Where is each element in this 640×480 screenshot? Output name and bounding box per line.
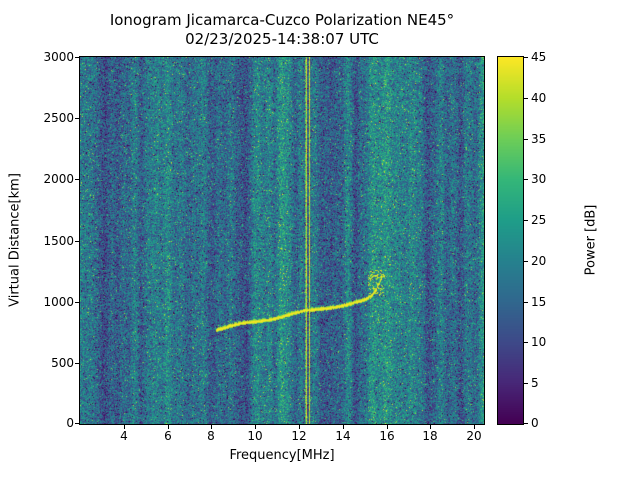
chart-title: Ionogram Jicamarca-Cuzco Polarization NE… bbox=[109, 11, 455, 29]
colorbar-gradient bbox=[497, 56, 524, 425]
y-tick-label: 1000 bbox=[43, 295, 74, 309]
chart-subtitle: 02/23/2025-14:38:07 UTC bbox=[185, 30, 379, 48]
y-tick-label: 3000 bbox=[43, 50, 74, 64]
x-tick-mark bbox=[430, 425, 431, 429]
y-tick-label: 0 bbox=[66, 416, 74, 430]
colorbar-tick-mark bbox=[524, 57, 528, 58]
colorbar-tick-mark bbox=[524, 383, 528, 384]
x-tick-mark bbox=[299, 425, 300, 429]
x-axis-label: Frequency[MHz] bbox=[229, 448, 335, 463]
x-tick-mark bbox=[168, 425, 169, 429]
x-tick-mark bbox=[387, 425, 388, 429]
colorbar-tick-label: 30 bbox=[531, 172, 547, 186]
x-tick-label: 10 bbox=[247, 429, 263, 443]
colorbar-tick-label: 15 bbox=[531, 295, 547, 309]
y-tick-label: 2500 bbox=[43, 111, 74, 125]
colorbar-tick-label: 10 bbox=[531, 335, 547, 349]
colorbar-tick-label: 40 bbox=[531, 91, 547, 105]
x-tick-mark bbox=[255, 425, 256, 429]
y-tick-mark bbox=[75, 423, 79, 424]
x-tick-label: 6 bbox=[164, 429, 172, 443]
ionogram-heatmap bbox=[79, 56, 485, 425]
y-tick-mark bbox=[75, 118, 79, 119]
x-tick-mark bbox=[211, 425, 212, 429]
y-tick-label: 2000 bbox=[43, 172, 74, 186]
y-tick-mark bbox=[75, 241, 79, 242]
colorbar-tick-label: 0 bbox=[531, 416, 539, 430]
y-tick-label: 1500 bbox=[43, 234, 74, 248]
y-tick-mark bbox=[75, 179, 79, 180]
colorbar-tick-mark bbox=[524, 220, 528, 221]
colorbar-label: Power [dB] bbox=[583, 204, 599, 276]
y-tick-label: 500 bbox=[51, 356, 74, 370]
x-tick-label: 4 bbox=[120, 429, 128, 443]
colorbar-tick-label: 20 bbox=[531, 254, 547, 268]
colorbar-tick-label: 35 bbox=[531, 132, 547, 146]
y-tick-mark bbox=[75, 363, 79, 364]
y-axis-label: Virtual Distance[km] bbox=[7, 173, 23, 307]
colorbar-tick-label: 25 bbox=[531, 213, 547, 227]
colorbar-tick-label: 45 bbox=[531, 50, 547, 64]
colorbar-tick-label: 5 bbox=[531, 376, 539, 390]
x-tick-label: 12 bbox=[291, 429, 307, 443]
y-tick-mark bbox=[75, 302, 79, 303]
x-tick-label: 14 bbox=[335, 429, 351, 443]
colorbar-tick-mark bbox=[524, 179, 528, 180]
x-tick-label: 18 bbox=[422, 429, 438, 443]
colorbar-tick-mark bbox=[524, 139, 528, 140]
colorbar-tick-mark bbox=[524, 261, 528, 262]
colorbar-tick-mark bbox=[524, 98, 528, 99]
y-tick-mark bbox=[75, 57, 79, 58]
x-tick-label: 20 bbox=[466, 429, 482, 443]
x-tick-mark bbox=[474, 425, 475, 429]
x-tick-mark bbox=[124, 425, 125, 429]
colorbar-tick-mark bbox=[524, 302, 528, 303]
x-tick-label: 16 bbox=[379, 429, 395, 443]
x-tick-label: 8 bbox=[207, 429, 215, 443]
colorbar-tick-mark bbox=[524, 342, 528, 343]
colorbar-tick-mark bbox=[524, 423, 528, 424]
x-tick-mark bbox=[343, 425, 344, 429]
